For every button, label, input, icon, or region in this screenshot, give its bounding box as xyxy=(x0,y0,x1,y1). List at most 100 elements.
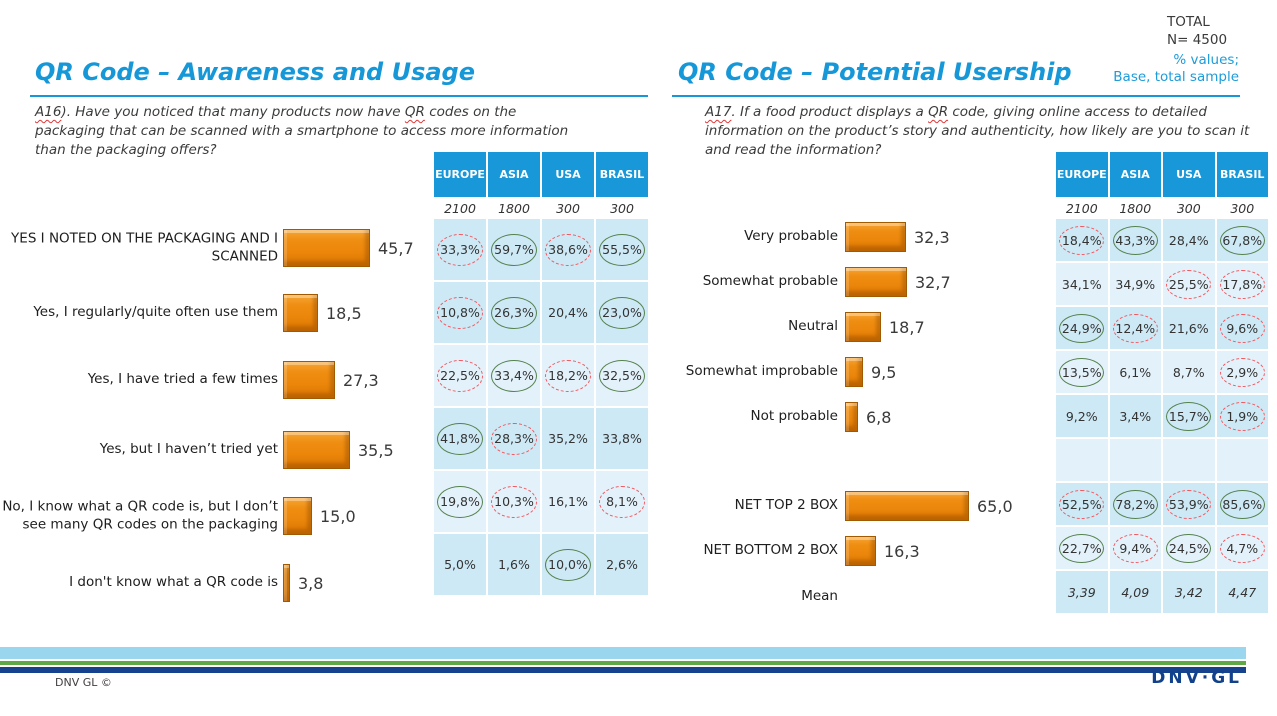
bar-group: 18,5 xyxy=(283,294,362,332)
bar-value: 18,5 xyxy=(326,303,362,323)
stripe-green xyxy=(0,661,1246,665)
table-cell: 17,8% xyxy=(1216,263,1268,305)
total-label: TOTAL xyxy=(1167,14,1210,30)
value-text xyxy=(1113,446,1158,475)
table-cell: 26,3% xyxy=(488,282,540,343)
bar-group: 16,3 xyxy=(845,536,920,566)
table-cell xyxy=(1216,439,1268,481)
table-cell: 10,3% xyxy=(488,471,540,532)
table-cell: 25,5% xyxy=(1163,263,1215,305)
values-base-note: % values; Base, total sample xyxy=(1113,52,1239,86)
significance-mark-lower: 9,6% xyxy=(1219,313,1265,343)
bar-value: 9,5 xyxy=(871,362,897,382)
value-text: 4,09 xyxy=(1121,584,1150,600)
bar-value: 27,3 xyxy=(343,370,379,390)
table-cell: 16,1% xyxy=(542,471,594,532)
table-cell: 4,09 xyxy=(1109,571,1161,613)
column-header: BRASIL xyxy=(1216,152,1268,197)
table-cell: 35,2% xyxy=(542,408,594,469)
significance-mark-lower: 2,9% xyxy=(1219,357,1265,387)
value-text: 6,1% xyxy=(1119,364,1152,380)
value-text: 35,2% xyxy=(548,431,588,446)
base-cell: 300 xyxy=(596,199,648,217)
base-cell: 300 xyxy=(1163,199,1215,217)
table-cell: 33,4% xyxy=(488,345,540,406)
bar-value: 18,7 xyxy=(889,317,925,337)
significance-mark-lower: 22,5% xyxy=(437,359,483,392)
value-text: 34,1% xyxy=(1061,276,1102,292)
significance-mark-higher: 19,8% xyxy=(437,485,483,518)
table-cell: 33,3% xyxy=(434,219,486,280)
bar-value: 6,8 xyxy=(866,407,892,427)
table-cell: 9,6% xyxy=(1216,307,1268,349)
table-cell: 34,9% xyxy=(1109,263,1161,305)
table-cell: 4,7% xyxy=(1216,527,1268,569)
significance-mark-lower: 8,1% xyxy=(599,485,645,518)
column-header: USA xyxy=(542,152,594,197)
significance-mark-lower: 28,3% xyxy=(491,422,537,455)
table-cell: 15,7% xyxy=(1163,395,1215,437)
table-cell: 24,5% xyxy=(1163,527,1215,569)
table-cell: 55,5% xyxy=(596,219,648,280)
table-cell: 2,9% xyxy=(1216,351,1268,393)
table-cell: 19,8% xyxy=(434,471,486,532)
bar xyxy=(845,357,863,387)
base-cell: 1800 xyxy=(488,199,540,217)
bar-label: NET BOTTOM 2 BOX xyxy=(703,542,838,559)
value-text: 2,6% xyxy=(606,557,638,572)
column-header: ASIA xyxy=(488,152,540,197)
significance-mark-higher: 32,5% xyxy=(599,359,645,392)
table-cell: 41,8% xyxy=(434,408,486,469)
value-text xyxy=(1166,446,1211,475)
table-cell: 6,1% xyxy=(1109,351,1161,393)
base-cell: 2100 xyxy=(434,199,486,217)
value-text xyxy=(1059,446,1104,475)
value-text: 21,6% xyxy=(1168,320,1209,336)
values-note-line2: Base, total sample xyxy=(1113,68,1239,85)
significance-mark-lower: 10,8% xyxy=(437,296,483,329)
bar-label: Very probable xyxy=(744,228,838,245)
base-cell: 300 xyxy=(1216,199,1268,217)
bar xyxy=(283,497,312,535)
significance-mark-lower: 18,4% xyxy=(1059,225,1105,255)
table-cell: 24,9% xyxy=(1056,307,1108,349)
significance-mark-higher: 67,8% xyxy=(1219,225,1265,255)
stripe-navy xyxy=(0,667,1246,673)
left-chart-title: QR Code – Awareness and Usage xyxy=(35,58,476,86)
right-title-rule xyxy=(672,95,1240,97)
value-text: 3,39 xyxy=(1067,584,1096,600)
bar-label: NET TOP 2 BOX xyxy=(734,497,838,514)
bar-value: 35,5 xyxy=(358,440,394,460)
table-cell: 5,0% xyxy=(434,534,486,595)
table-cell: 38,6% xyxy=(542,219,594,280)
significance-mark-higher: 43,3% xyxy=(1112,225,1158,255)
column-header: BRASIL xyxy=(596,152,648,197)
values-note-line1: % values; xyxy=(1173,52,1239,68)
table-cell: 78,2% xyxy=(1109,483,1161,525)
bar-label: Mean xyxy=(801,588,838,605)
significance-mark-higher: 22,7% xyxy=(1059,533,1105,563)
table-cell: 2,6% xyxy=(596,534,648,595)
question-code: A17 xyxy=(705,104,732,120)
significance-mark-higher: 33,4% xyxy=(491,359,537,392)
significance-mark-lower: 33,3% xyxy=(437,233,483,266)
table-cell: 20,4% xyxy=(542,282,594,343)
bar-value: 16,3 xyxy=(884,541,920,561)
significance-mark-higher: 23,0% xyxy=(599,296,645,329)
table-cell: 22,7% xyxy=(1056,527,1108,569)
table-cell: 18,2% xyxy=(542,345,594,406)
value-text: 3,4% xyxy=(1119,408,1152,424)
table-cell: 13,5% xyxy=(1056,351,1108,393)
base-cell: 300 xyxy=(542,199,594,217)
bar-label: Yes, I regularly/quite often use them xyxy=(33,304,278,321)
bar xyxy=(845,267,907,297)
bar-label: Somewhat improbable xyxy=(685,363,838,380)
bar-value: 3,8 xyxy=(298,573,324,593)
bar-label: Neutral xyxy=(788,318,838,335)
significance-mark-higher: 13,5% xyxy=(1059,357,1105,387)
table-cell: 22,5% xyxy=(434,345,486,406)
significance-mark-higher: 41,8% xyxy=(437,422,483,455)
table-cell: 3,4% xyxy=(1109,395,1161,437)
base-cell: 1800 xyxy=(1109,199,1161,217)
